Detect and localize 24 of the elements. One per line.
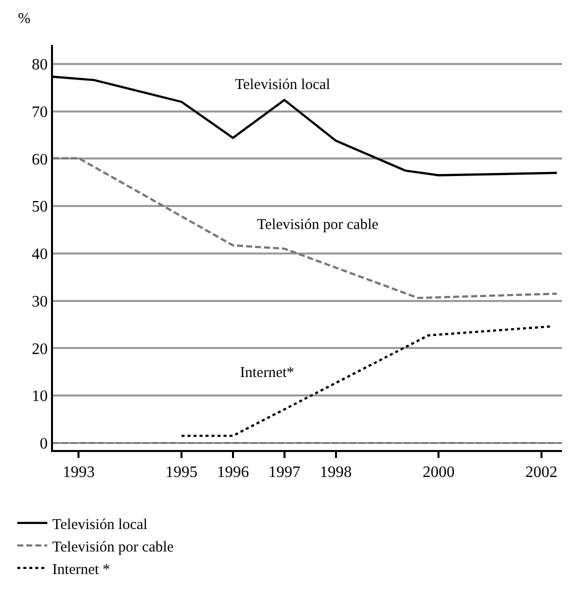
y-tick-label: 70 bbox=[32, 104, 48, 121]
legend-label: Televisión local bbox=[52, 516, 148, 533]
y-tick-label: 80 bbox=[32, 56, 48, 74]
y-axis-title: % bbox=[18, 11, 30, 27]
y-tick-label: 0 bbox=[40, 435, 48, 452]
x-tick-label: 1995 bbox=[166, 464, 198, 482]
x-tick-label: 1996 bbox=[216, 464, 249, 482]
y-tick-label: 60 bbox=[32, 151, 48, 168]
x-tick-label: 1997 bbox=[268, 464, 300, 482]
y-tick-label: 40 bbox=[32, 246, 48, 264]
y-tick-label: 30 bbox=[32, 293, 48, 310]
annotation: Internet* bbox=[240, 365, 294, 381]
y-tick-label: 50 bbox=[32, 198, 48, 216]
legend-label: Internet * bbox=[52, 562, 110, 578]
y-tick-label: 20 bbox=[32, 340, 48, 358]
line-series bbox=[53, 157, 558, 300]
annotation: Televisión por cable bbox=[257, 217, 379, 233]
legend-label: Televisión por cable bbox=[52, 539, 174, 556]
x-tick-label: 2002 bbox=[525, 464, 558, 482]
x-tick-label: 1993 bbox=[62, 464, 95, 482]
y-tick-label: 10 bbox=[32, 388, 48, 406]
x-tick-label: 2000 bbox=[422, 464, 455, 482]
x-tick-label: 1998 bbox=[320, 464, 352, 482]
annotation: Televisión local bbox=[235, 77, 330, 93]
